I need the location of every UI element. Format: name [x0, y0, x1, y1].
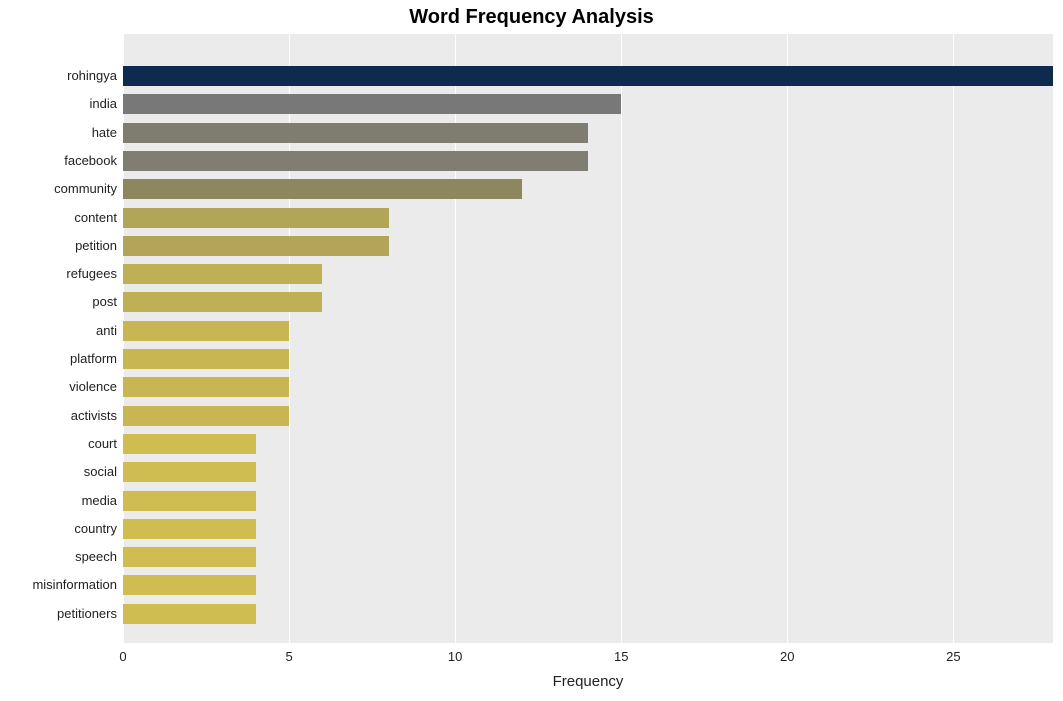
y-tick-label: anti: [0, 321, 117, 341]
bar: [123, 66, 1053, 86]
x-tick-label: 0: [119, 649, 126, 664]
chart-title: Word Frequency Analysis: [0, 6, 1063, 29]
bar: [123, 547, 256, 567]
y-tick-label: rohingya: [0, 66, 117, 86]
y-tick-label: misinformation: [0, 575, 117, 595]
bar: [123, 462, 256, 482]
chart-container: Word Frequency Analysis rohingya india hat…: [0, 0, 1063, 701]
bar: [123, 491, 256, 511]
y-tick-label: social: [0, 462, 117, 482]
bar: [123, 179, 522, 199]
x-tick-label: 15: [614, 649, 628, 664]
y-tick-label: media: [0, 491, 117, 511]
bar: [123, 151, 588, 171]
bar: [123, 292, 322, 312]
bar: [123, 264, 322, 284]
y-tick-label: activists: [0, 406, 117, 426]
bar: [123, 349, 289, 369]
y-tick-label: hate: [0, 123, 117, 143]
bar: [123, 236, 389, 256]
bar: [123, 434, 256, 454]
y-tick-label: violence: [0, 377, 117, 397]
x-tick-label: 20: [780, 649, 794, 664]
y-tick-label: platform: [0, 349, 117, 369]
y-tick-label: petitioners: [0, 604, 117, 624]
bar: [123, 406, 289, 426]
y-tick-label: refugees: [0, 264, 117, 284]
y-tick-label: community: [0, 179, 117, 199]
x-tick-label: 10: [448, 649, 462, 664]
y-tick-label: court: [0, 434, 117, 454]
y-tick-label: speech: [0, 547, 117, 567]
y-tick-label: facebook: [0, 151, 117, 171]
bar: [123, 208, 389, 228]
gridline: [953, 34, 954, 643]
bar: [123, 321, 289, 341]
bar: [123, 94, 621, 114]
bar: [123, 123, 588, 143]
gridline: [621, 34, 622, 643]
x-tick-label: 25: [946, 649, 960, 664]
y-tick-label: petition: [0, 236, 117, 256]
plot-area: [123, 34, 1053, 643]
y-tick-label: post: [0, 292, 117, 312]
bar: [123, 575, 256, 595]
y-tick-label: india: [0, 94, 117, 114]
y-tick-label: country: [0, 519, 117, 539]
bar: [123, 604, 256, 624]
gridline: [787, 34, 788, 643]
x-tick-label: 5: [285, 649, 292, 664]
x-axis-title: Frequency: [123, 673, 1053, 690]
bar: [123, 377, 289, 397]
bar: [123, 519, 256, 539]
y-tick-label: content: [0, 208, 117, 228]
